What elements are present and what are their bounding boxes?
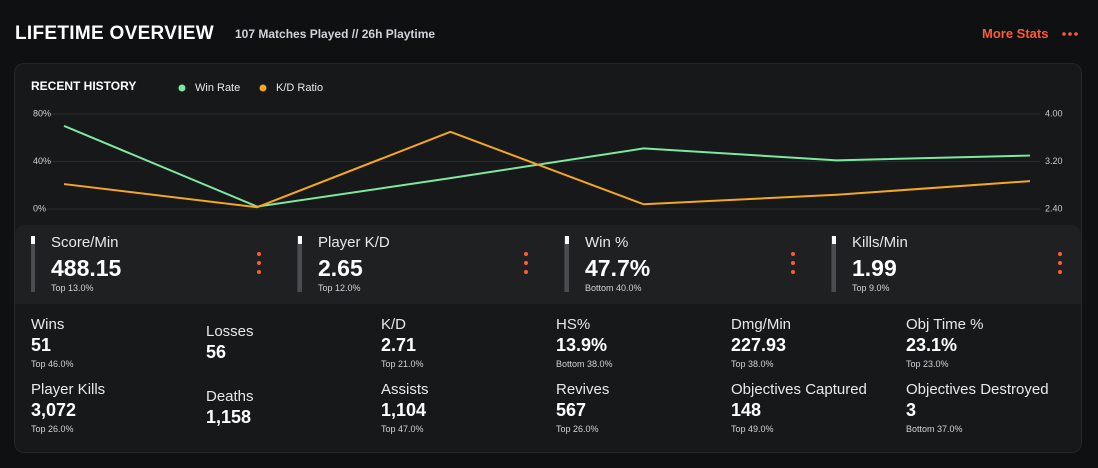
stat-label: Objectives Captured	[731, 381, 867, 398]
legend-label: Win Rate	[195, 82, 240, 94]
options-icon[interactable]	[257, 252, 261, 279]
stat-rank: Top 47.0%	[381, 424, 424, 434]
stat-rank: Top 46.0%	[31, 359, 74, 369]
series-line	[63, 124, 1031, 208]
options-icon[interactable]	[1058, 252, 1062, 279]
percentile-fill	[298, 236, 302, 244]
separator	[564, 236, 565, 292]
percentile-bar	[298, 236, 302, 292]
percentile-fill	[31, 236, 35, 244]
highlight-band	[15, 225, 1081, 304]
stat-label: Player Kills	[31, 381, 106, 398]
highlight-rank: Top 13.0%	[51, 283, 94, 293]
stat-rank: Top 21.0%	[381, 359, 424, 369]
page-title: LIFETIME OVERVIEW	[15, 23, 214, 44]
stat-rank: Top 23.0%	[906, 359, 949, 369]
stat-label: Assists	[381, 381, 429, 398]
stat-rank: Top 26.0%	[31, 424, 74, 434]
series-line	[63, 130, 1031, 209]
percentile-fill	[832, 236, 836, 244]
legend-label: K/D Ratio	[276, 82, 323, 94]
stat-rank: Bottom 37.0%	[906, 424, 963, 434]
percentile-bar	[832, 236, 836, 292]
stat-value: 567	[556, 400, 587, 420]
separator	[831, 236, 832, 292]
stat-value: 13.9%	[556, 335, 608, 355]
more-icon[interactable]	[1062, 31, 1078, 37]
stat-value: 227.93	[731, 335, 787, 355]
highlight-rank: Bottom 40.0%	[585, 283, 642, 293]
highlight-value: 1.99	[852, 255, 897, 281]
y-tick-label: 0%	[33, 203, 46, 213]
chart-title: RECENT HISTORY	[31, 79, 136, 93]
separator	[297, 236, 298, 292]
legend-swatch	[259, 84, 267, 92]
y-tick-label: 40%	[33, 156, 51, 166]
stat-label: Obj Time %	[906, 316, 984, 333]
stat-value: 148	[731, 400, 762, 420]
y2-tick-label: 2.40	[1045, 203, 1063, 213]
stat-label: Losses	[206, 323, 254, 340]
stat-value: 51	[31, 335, 52, 355]
chart: RECENT HISTORY 0% 40% 80% 2.40 3.20 4.00 Win R…	[31, 79, 1063, 213]
y2-tick-label: 4.00	[1045, 108, 1063, 118]
stat-rank: Top 26.0%	[556, 424, 599, 434]
highlight-rank: Top 9.0%	[852, 283, 890, 293]
highlight-value: 2.65	[318, 255, 363, 281]
highlight-label: Player K/D	[318, 234, 390, 251]
stat-label: K/D	[381, 316, 407, 333]
stat-label: HS%	[556, 316, 591, 333]
subtitle: 107 Matches Played // 26h Playtime	[235, 27, 436, 41]
legend-swatch	[178, 84, 186, 92]
stat-rank: Top 38.0%	[731, 359, 774, 369]
stat-label: Objectives Destroyed	[906, 381, 1049, 398]
y2-tick-label: 3.20	[1045, 156, 1063, 166]
highlight-rank: Top 12.0%	[318, 283, 361, 293]
stat-label: Revives	[556, 381, 610, 398]
more-stats-link[interactable]: More Stats	[982, 26, 1049, 41]
percentile-bar	[565, 236, 569, 292]
stat-value: 3,072	[31, 400, 77, 420]
stat-value: 56	[206, 342, 227, 362]
options-icon[interactable]	[524, 252, 528, 279]
stat-value: 23.1%	[906, 335, 958, 355]
options-icon[interactable]	[791, 252, 795, 279]
stat-label: Wins	[31, 316, 65, 333]
percentile-fill	[565, 236, 569, 244]
stat-value: 3	[906, 400, 917, 420]
highlight-value: 47.7%	[585, 255, 651, 281]
stat-value: 2.71	[381, 335, 417, 355]
highlight-label: Win %	[585, 234, 629, 251]
stat-rank: Bottom 38.0%	[556, 359, 613, 369]
stat-label: Deaths	[206, 388, 254, 405]
stat-label: Dmg/Min	[731, 316, 792, 333]
highlight-label: Kills/Min	[852, 234, 908, 251]
y-tick-label: 80%	[33, 108, 51, 118]
stat-value: 1,104	[381, 400, 427, 420]
stat-value: 1,158	[206, 407, 252, 427]
highlight-label: Score/Min	[51, 234, 119, 251]
stat-rank: Top 49.0%	[731, 424, 774, 434]
percentile-bar	[31, 236, 35, 292]
highlight-value: 488.15	[51, 255, 122, 281]
